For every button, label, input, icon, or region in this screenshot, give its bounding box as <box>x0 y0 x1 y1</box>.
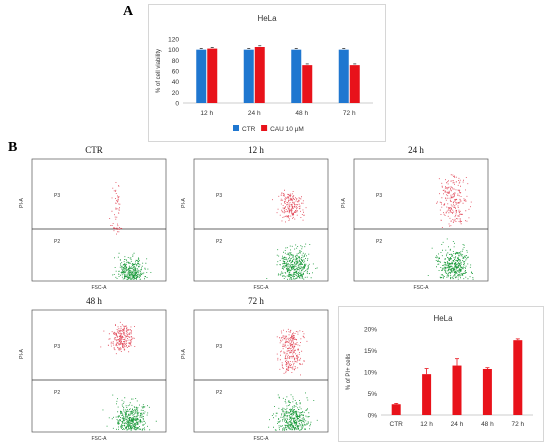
flow-plot-48h: 48 h P3 P2 FSC-A PI-A <box>18 296 170 444</box>
bar <box>513 340 523 415</box>
plot-frame <box>193 158 329 282</box>
bar <box>302 65 313 103</box>
x-tick-label: 72 h <box>511 421 524 428</box>
y-axis-label: PI-A <box>19 197 25 207</box>
x-tick-label: 72 h <box>343 110 356 117</box>
bar <box>254 47 265 103</box>
bar <box>196 49 207 103</box>
plot-frame <box>31 309 167 433</box>
chart-title: HeLa <box>433 314 453 323</box>
flow-plot-24h: 24 h P3 P2 FSC-A PI-A <box>340 145 492 293</box>
flow-plot-title: 48 h <box>86 296 102 306</box>
flow-plot-area: P3 P2 FSC-A PI-A <box>181 158 329 291</box>
x-axis-label: FSC-A <box>92 436 108 442</box>
y-tick-label: 10% <box>364 370 377 377</box>
legend-swatch <box>261 125 268 131</box>
x-axis-label: FSC-A <box>254 436 270 442</box>
y-tick-label: 0 <box>175 101 179 108</box>
y-tick-label: 120 <box>168 37 179 44</box>
x-axis-label: FSC-A <box>254 285 270 291</box>
flow-plot-title: 24 h <box>408 145 424 155</box>
red-event-cloud <box>109 182 123 235</box>
bar <box>482 368 492 415</box>
y-tick-label: 20% <box>364 327 377 334</box>
viability-chart: HeLa 0 20 40 60 80 100 120 % of cell viability 12… <box>148 4 386 142</box>
x-axis-label: FSC-A <box>92 285 108 291</box>
y-tick-label: 80 <box>172 58 180 65</box>
gate-label: P3 <box>54 344 60 350</box>
green-event-cloud <box>268 392 318 431</box>
flow-plot-72h: 72 h P3 P2 FSC-A PI-A <box>180 296 332 444</box>
y-tick-label: 100 <box>168 47 179 54</box>
flow-plot-12h: 12 h P3 P2 FSC-A PI-A <box>180 145 332 293</box>
x-tick-label: 48 h <box>481 421 494 428</box>
legend-swatch <box>233 125 239 131</box>
x-tick-label: 12 h <box>200 110 213 117</box>
red-event-cloud <box>272 189 307 223</box>
chart-title: HeLa <box>257 14 277 23</box>
bar <box>452 365 462 415</box>
x-tick-label: 48 h <box>295 110 308 117</box>
legend-label: CAU 10 µM <box>270 126 304 133</box>
y-axis-label: % of cell viability <box>156 49 162 93</box>
plot-frame <box>193 309 329 433</box>
y-tick-label: 40 <box>172 79 180 86</box>
bar <box>422 374 432 415</box>
plot-frame <box>31 158 167 282</box>
gate-label: P3 <box>216 193 222 199</box>
x-tick-label: CTR <box>390 421 404 428</box>
red-event-cloud <box>276 328 308 376</box>
red-event-cloud <box>100 321 136 355</box>
y-tick-label: 0% <box>368 413 378 420</box>
green-event-cloud <box>102 394 157 431</box>
pi-positive-chart: HeLa 0% 5% 10% 15% 20% % of PI+ cells CTR 12 h 24… <box>338 306 544 442</box>
y-axis-label: PI-A <box>19 348 25 358</box>
pi-positive-chart-svg: HeLa 0% 5% 10% 15% 20% % of PI+ cells CTR 12 h 24… <box>346 314 533 428</box>
bar <box>391 404 401 415</box>
bar <box>349 65 360 103</box>
flow-plot-title: 72 h <box>248 296 264 306</box>
flow-plot-area: P3 P2 FSC-A PI-A <box>181 309 329 442</box>
y-tick-label: 20 <box>172 90 180 97</box>
flow-plot-area: P3 P2 FSC-A PI-A <box>19 309 167 442</box>
legend-label: CTR <box>242 126 256 133</box>
flow-plot-ctr: CTR P3 P2 FSC-A PI-A <box>18 145 170 293</box>
green-event-cloud <box>427 238 474 280</box>
x-tick-label: 12 h <box>420 421 433 428</box>
bar <box>243 49 254 103</box>
panel-a-label: A <box>123 4 134 19</box>
x-axis-label: FSC-A <box>414 285 430 291</box>
y-axis-label: PI-A <box>341 197 347 207</box>
flow-plot-area: P3 P2 FSC-A PI-A <box>341 158 489 291</box>
flow-plot-title: CTR <box>85 145 103 155</box>
flow-plot-area: P3 P2 FSC-A PI-A <box>19 158 167 291</box>
y-tick-label: 15% <box>364 348 377 355</box>
panel-b-label: B <box>8 140 18 155</box>
bar <box>207 48 218 103</box>
y-tick-label: 5% <box>368 391 378 398</box>
y-tick-label: 60 <box>172 69 180 76</box>
gate-label: P2 <box>376 239 382 245</box>
gate-label: P3 <box>216 344 222 350</box>
green-event-cloud <box>112 252 152 280</box>
bar <box>291 49 302 103</box>
green-event-cloud <box>266 243 318 280</box>
gate-label: P3 <box>376 193 382 199</box>
gate-label: P3 <box>54 193 60 199</box>
flow-plot-title: 12 h <box>248 145 264 155</box>
gate-label: P2 <box>216 239 222 245</box>
gate-label: P2 <box>54 390 60 396</box>
bar <box>338 49 349 103</box>
y-axis-label: % of PI+ cells <box>346 354 352 391</box>
y-axis-label: PI-A <box>181 197 187 207</box>
x-tick-label: 24 h <box>248 110 261 117</box>
gate-label: P2 <box>216 390 222 396</box>
viability-chart-svg: HeLa 0 20 40 60 80 100 120 % of cell viability 12… <box>156 14 373 133</box>
gate-label: P2 <box>54 239 60 245</box>
y-axis-label: PI-A <box>181 348 187 358</box>
x-tick-label: 24 h <box>451 421 464 428</box>
plot-frame <box>353 158 489 282</box>
